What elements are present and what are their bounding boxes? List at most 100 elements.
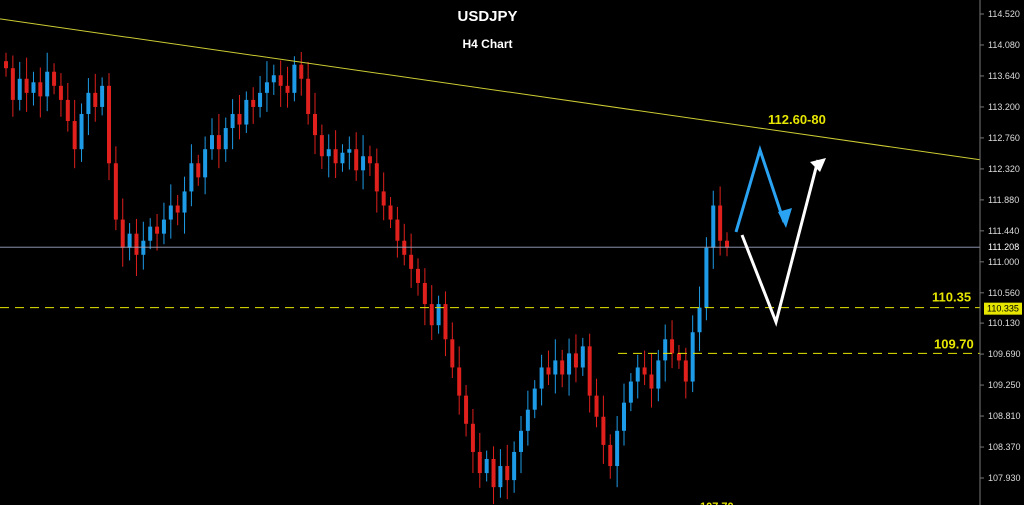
candle: [436, 295, 441, 334]
candle-body: [4, 61, 8, 69]
candle-body: [491, 458, 496, 488]
candle: [65, 83, 70, 132]
candle-body: [525, 409, 530, 431]
annotation-label: 110.35: [932, 290, 971, 305]
candle: [464, 385, 469, 437]
candle-body: [347, 149, 352, 153]
candle: [306, 61, 311, 125]
candle-body: [285, 85, 290, 93]
candle: [477, 432, 482, 488]
candle: [718, 186, 723, 256]
candle: [429, 285, 434, 340]
chart-subtitle: H4 Chart: [462, 37, 513, 51]
candle: [690, 315, 695, 393]
candle: [210, 118, 214, 160]
candle-body: [258, 92, 263, 107]
candle-body: [464, 395, 469, 424]
candle: [251, 87, 256, 124]
trendline: [0, 18, 981, 161]
y-tick-label: 109.250: [988, 380, 1021, 390]
candle-body: [567, 353, 572, 375]
candle-body: [127, 233, 132, 248]
candle-body: [65, 99, 70, 122]
candle-body: [409, 254, 414, 269]
candle-body: [711, 205, 716, 248]
candle-body: [690, 332, 695, 382]
candle: [567, 338, 572, 396]
candle: [278, 60, 283, 107]
candle-body: [697, 307, 702, 333]
candle-body: [725, 240, 729, 248]
candle: [587, 333, 592, 413]
projection-arrowhead-blue: [778, 208, 792, 228]
candle-body: [333, 149, 338, 164]
y-tick-label: 108.370: [988, 442, 1021, 452]
candle-body: [210, 135, 214, 150]
candle: [4, 52, 8, 77]
candle-body: [86, 92, 91, 114]
candle-body: [38, 82, 43, 97]
candle-body: [189, 163, 194, 192]
candle-body: [271, 75, 276, 83]
candle-body: [519, 430, 523, 452]
candle: [127, 223, 132, 261]
candle: [525, 390, 530, 446]
candle-body: [450, 339, 455, 368]
candle: [79, 103, 84, 162]
candle: [422, 268, 427, 326]
candle-body: [107, 85, 111, 164]
candle: [161, 202, 166, 245]
candle: [498, 449, 503, 498]
candle-body: [354, 149, 359, 171]
candle-body: [361, 156, 366, 171]
candle: [203, 136, 208, 195]
candle: [711, 190, 716, 269]
marked-price-box: [984, 302, 1022, 315]
candle: [546, 350, 551, 386]
candle-body: [141, 240, 146, 255]
candle-body: [573, 353, 578, 368]
candle-body: [656, 360, 661, 389]
candle-body: [120, 219, 125, 248]
candle-body: [244, 99, 249, 125]
candle-body: [161, 219, 166, 234]
projection-arrow-white: [740, 159, 820, 327]
candle: [697, 286, 702, 352]
candle-body: [429, 304, 434, 326]
candle-body: [512, 451, 517, 481]
candle: [216, 113, 221, 169]
candle: [539, 354, 544, 406]
candle: [505, 444, 510, 500]
candle-body: [560, 360, 565, 375]
candle-body: [340, 152, 345, 164]
candle: [271, 64, 276, 95]
candle: [155, 213, 160, 251]
candle: [52, 63, 57, 95]
candle: [491, 446, 496, 505]
y-tick-label: 109.690: [988, 349, 1021, 359]
candle: [45, 52, 50, 112]
candle: [608, 434, 613, 479]
candle: [725, 232, 729, 257]
candle: [402, 223, 407, 266]
y-tick-label: 111.880: [988, 195, 1019, 205]
candle-body: [10, 68, 15, 100]
candle-body: [134, 233, 139, 255]
candle: [484, 450, 489, 482]
candle: [24, 57, 29, 112]
chart-title: USDJPY: [457, 8, 518, 25]
candle-body: [587, 346, 592, 396]
projection-arrow-blue: [734, 144, 786, 233]
candle-body: [422, 282, 427, 305]
candle: [649, 353, 654, 408]
candle-body: [594, 395, 599, 417]
candle-body: [477, 451, 482, 474]
candle: [319, 124, 324, 169]
candle-body: [622, 402, 626, 431]
candle-body: [148, 226, 153, 241]
candle-body: [635, 367, 640, 382]
candle-body: [683, 360, 688, 382]
candle-body: [251, 99, 256, 107]
y-tick-label: 111.000: [988, 257, 1019, 267]
